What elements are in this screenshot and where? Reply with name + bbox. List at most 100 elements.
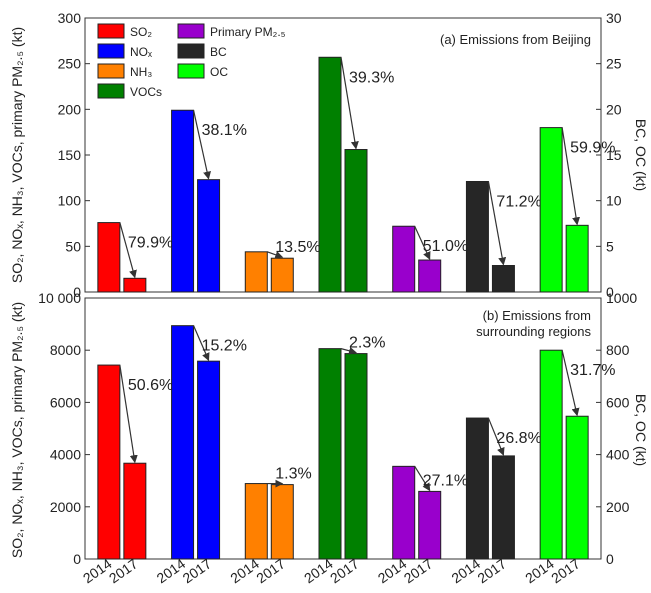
bar-b-1-2017 (197, 360, 221, 560)
bar-a-0-2014 (97, 222, 121, 293)
bar-b-2-2017 (270, 484, 294, 560)
x-tick-label-2017: 2017 (327, 555, 362, 586)
reduction-arrow (414, 466, 431, 492)
bar-b-4-2017 (418, 490, 442, 560)
panel-a-title: (a) Emissions from Beijing (440, 32, 591, 47)
reduction-label: 13.5% (275, 239, 320, 256)
legend-label: VOCs (130, 85, 162, 99)
legend-label: NOₓ (130, 45, 152, 59)
legend-swatch (97, 83, 125, 99)
y-left-tick-label: 200 (58, 101, 82, 117)
bar-b-3-2014 (318, 348, 342, 560)
reduction-arrow (414, 225, 431, 260)
y-right-tick-label: 0 (606, 551, 614, 567)
legend-label: Primary PM₂.₅ (210, 25, 286, 39)
y-axis-title-left-b: SO₂, NOₓ, NH₃, VOCs, primary PM₂.₅ (kt) (9, 302, 25, 558)
legend-label: OC (210, 65, 228, 79)
y-right-tick-label: 20 (606, 101, 622, 117)
bar-a-2-2014 (244, 251, 268, 293)
panel-a-beijing: 0 50 100 150 200 250 300 0 5 10 15 20 25 30 79.9% 38.1%… (58, 10, 622, 300)
y-left-tick-label: 50 (65, 238, 81, 254)
reduction-label: 51.0% (423, 238, 468, 255)
reduction-label: 59.9% (570, 140, 615, 157)
reduction-arrow (561, 350, 580, 417)
bar-a-3-2014 (318, 56, 342, 293)
reduction-label: 50.6% (128, 377, 173, 394)
bar-a-6-2014 (539, 127, 563, 293)
y-right-tick-label: 30 (606, 10, 622, 26)
legend-swatch (97, 43, 125, 59)
reduction-arrow (487, 181, 507, 266)
y-right-tick-label: 1000 (606, 290, 637, 306)
y-right-tick-label: 400 (606, 447, 630, 463)
x-tick-label-2017: 2017 (180, 555, 215, 586)
reduction-label: 38.1% (202, 122, 247, 139)
y-axis-title-left-a: SO₂, NOₓ, NH₃, VOCs, primary PM₂.₅ (kt) (9, 27, 25, 283)
x-tick-label-2017: 2017 (401, 555, 436, 586)
plot-frame (84, 297, 602, 560)
x-tick-label-2017: 2017 (548, 555, 583, 586)
reduction-label: 79.9% (128, 235, 173, 252)
x-tick-label-2017: 2017 (253, 555, 288, 586)
legend: SO₂ NOₓ NH₃ VOCs Primary PM₂.₅ BC OC (97, 23, 286, 99)
legend-swatch (177, 63, 205, 79)
reduction-arrow (119, 364, 138, 464)
legend-label: SO₂ (130, 25, 152, 39)
legend-swatch (97, 23, 125, 39)
bar-b-1-2014 (171, 325, 195, 560)
bar-b-5-2014 (465, 417, 489, 560)
reduction-label: 31.7% (570, 362, 615, 379)
reduction-label: 15.2% (202, 338, 247, 355)
legend-label: NH₃ (130, 65, 152, 79)
bar-b-5-2017 (491, 455, 515, 560)
bar-b-0-2014 (97, 364, 121, 560)
y-left-tick-label: 300 (58, 10, 82, 26)
y-left-tick-label: 0 (73, 551, 81, 567)
y-left-tick-label: 6000 (50, 394, 81, 410)
bar-b-4-2014 (392, 465, 416, 560)
y-right-tick-label: 10 (606, 193, 622, 209)
y-right-tick-label: 800 (606, 342, 630, 358)
bar-b-3-2017 (344, 353, 368, 560)
y-left-tick-label: 0 (73, 284, 81, 300)
y-left-tick-label: 10 000 (38, 290, 81, 306)
bar-a-1-2014 (171, 109, 195, 293)
bar-b-0-2017 (123, 462, 147, 560)
bar-b-6-2017 (565, 415, 589, 560)
bar-a-1-2017 (197, 179, 221, 293)
legend-swatch (177, 23, 205, 39)
panel-b-title-line: surrounding regions (476, 324, 591, 339)
reduction-arrow (340, 346, 357, 355)
legend-label: BC (210, 45, 227, 59)
bar-b-2-2014 (244, 483, 268, 560)
y-left-tick-label: 100 (58, 193, 82, 209)
reduction-label: 71.2% (496, 193, 541, 210)
bar-a-3-2017 (344, 149, 368, 293)
reduction-label: 26.8% (496, 430, 541, 447)
legend-swatch (177, 43, 205, 59)
y-axis-title-right-b: BC, OC (kt) (633, 394, 649, 466)
panel-b-surrounding: 0 2000 4000 6000 8000 10 000 0 200 400 600 800 1000… (38, 290, 637, 567)
reduction-label: 27.1% (423, 472, 468, 489)
bar-a-5-2014 (465, 180, 489, 293)
bar-a-4-2014 (392, 225, 416, 293)
axis-titles: SO₂, NOₓ, NH₃, VOCs, primary PM₂.₅ (kt) S… (9, 27, 649, 558)
y-left-tick-label: 4000 (50, 447, 81, 463)
reduction-label: 2.3% (349, 335, 385, 352)
x-tick-label-2017: 2017 (106, 555, 141, 586)
bar-a-4-2017 (418, 259, 442, 293)
reduction-arrow (119, 222, 137, 279)
reduction-label: 1.3% (275, 466, 311, 483)
y-left-tick-label: 250 (58, 56, 82, 72)
bar-b-6-2014 (539, 349, 563, 560)
y-right-tick-label: 25 (606, 56, 622, 72)
reduction-arrow (561, 127, 581, 226)
y-right-tick-label: 5 (606, 238, 614, 254)
bar-a-6-2017 (565, 224, 589, 293)
y-right-tick-label: 15 (606, 147, 622, 163)
y-right-tick-label: 0 (606, 284, 614, 300)
panel-b-title-line: (b) Emissions from (483, 308, 591, 323)
y-left-tick-label: 150 (58, 147, 82, 163)
